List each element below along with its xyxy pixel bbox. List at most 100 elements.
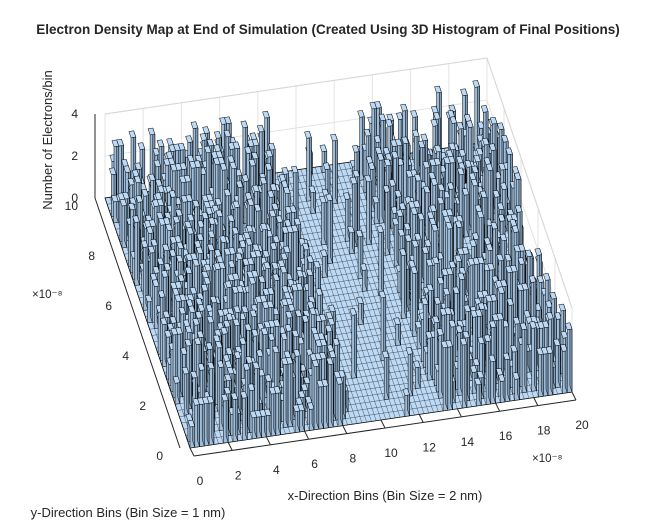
bar-face <box>214 198 223 206</box>
bar-face <box>326 379 329 428</box>
bar-face <box>383 290 387 361</box>
bar-face <box>190 121 199 129</box>
bar-face <box>445 340 449 411</box>
x-tick-label: 8 <box>349 452 356 466</box>
bar-face <box>148 173 156 182</box>
bar-face <box>542 273 551 281</box>
bar-face <box>251 151 259 160</box>
bar-face <box>147 127 156 136</box>
bar-face <box>464 338 468 408</box>
bar-face <box>569 322 573 393</box>
bar-face <box>363 128 372 137</box>
z-tick-label: 2 <box>71 149 78 163</box>
bar-face <box>194 154 203 163</box>
bar-face <box>211 396 215 445</box>
bar-face <box>316 359 320 430</box>
bar-face <box>244 146 252 154</box>
x-tick-mark <box>571 391 577 401</box>
bar-face <box>480 105 489 113</box>
bar-face <box>240 120 249 129</box>
bar-face <box>340 377 344 426</box>
x-tick-label: 14 <box>461 435 475 449</box>
bar-face <box>406 262 410 311</box>
histogram-bar <box>357 110 365 181</box>
bar-face <box>203 145 212 154</box>
chart-title: Electron Density Map at End of Simulatio… <box>36 22 620 37</box>
x-axis-exponent: ×10⁻⁸ <box>532 453 563 465</box>
bar-face <box>123 165 131 173</box>
x-tick-label: 0 <box>197 474 204 488</box>
bar-face <box>225 394 229 443</box>
bar-face <box>507 352 511 402</box>
bar-face <box>354 308 357 378</box>
bar-face <box>177 143 186 151</box>
bar-face <box>330 193 333 264</box>
bar-face <box>434 144 442 153</box>
x-tick-mark <box>533 397 539 406</box>
bar-face <box>394 138 403 147</box>
bar-face <box>465 120 474 128</box>
bar-face <box>545 347 549 396</box>
bar-face <box>241 174 250 182</box>
bar-face <box>156 139 165 148</box>
bar-face <box>265 149 274 158</box>
bar-face <box>524 249 533 258</box>
histogram-bar <box>330 133 338 205</box>
bar-face <box>264 163 273 171</box>
bar-face <box>248 158 257 167</box>
bar-face <box>319 144 328 153</box>
bar-face <box>119 198 128 207</box>
x-tick-mark <box>495 402 501 412</box>
x-tick-label: 12 <box>423 440 437 454</box>
bar-face <box>137 215 140 285</box>
bar-face <box>410 347 414 396</box>
bar-face <box>213 131 222 139</box>
bar-face <box>202 126 210 134</box>
z-tick-label: 0 <box>71 191 78 205</box>
bar-face <box>448 142 457 151</box>
bar-face <box>322 162 331 170</box>
bar-face <box>128 130 137 139</box>
bar-face <box>269 183 278 191</box>
bar-face <box>540 347 544 397</box>
bar-face <box>381 225 384 295</box>
x-tick-label: 2 <box>235 468 242 482</box>
bar-face <box>168 190 177 198</box>
bar-face <box>410 110 418 118</box>
bar-face <box>376 153 385 161</box>
bar-face <box>564 344 568 393</box>
bar-face <box>400 103 408 112</box>
bar-face <box>129 197 137 205</box>
x-tick-mark <box>265 436 271 446</box>
bar-face <box>511 166 520 174</box>
bar-face <box>285 357 289 428</box>
y-axis-exponent: ×10⁻⁸ <box>32 289 63 301</box>
bar-face <box>268 142 276 151</box>
bar-face <box>488 334 492 404</box>
x-tick-mark <box>418 414 424 423</box>
x-tick-mark <box>342 425 348 434</box>
bar-face <box>122 191 130 200</box>
bar-face <box>357 170 360 240</box>
bar-face <box>467 331 470 401</box>
bar-face <box>186 367 190 416</box>
bar-face <box>476 147 484 156</box>
bar-face <box>124 199 128 248</box>
bar-face <box>386 113 394 122</box>
bar-face <box>378 113 387 122</box>
bar-face <box>493 354 496 404</box>
bar-face <box>206 396 210 446</box>
bar-face <box>134 162 142 170</box>
bar-face <box>137 142 146 150</box>
bar-face <box>244 391 248 440</box>
x-tick-label: 18 <box>537 424 551 438</box>
x-tick-mark <box>380 419 386 429</box>
bar-face <box>466 188 470 237</box>
bar-face <box>141 189 149 197</box>
x-tick-label: 20 <box>575 418 589 432</box>
bar-face <box>343 370 346 419</box>
bar-face <box>558 303 566 312</box>
bar-face <box>534 321 537 391</box>
